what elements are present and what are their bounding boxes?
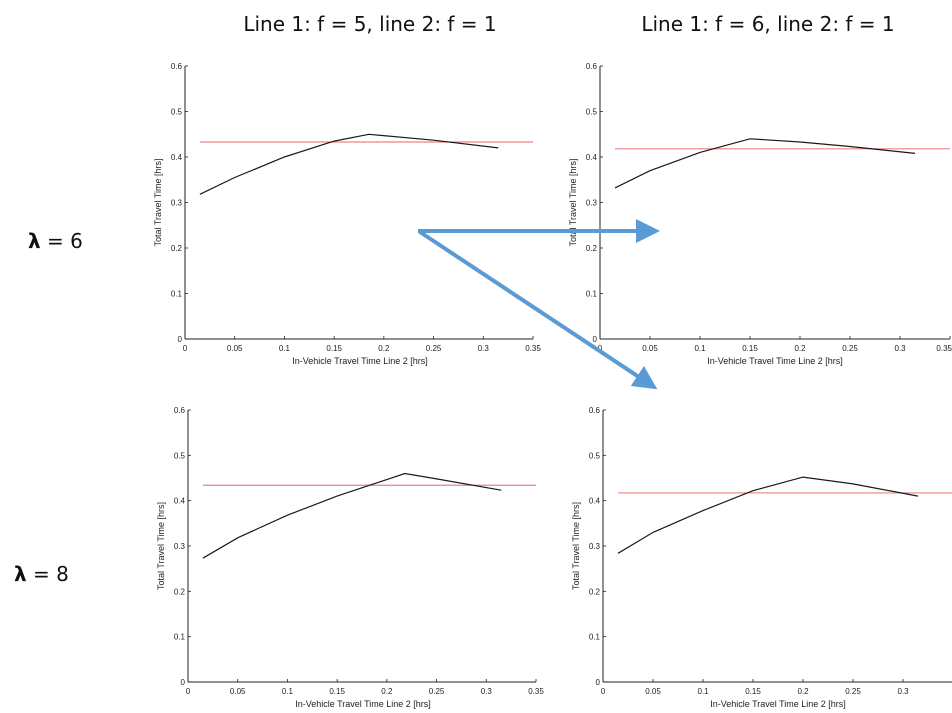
x-tick-label: 0 [183,344,188,353]
chart-panel-1: 0 0.1 0.2 0.3 0.4 0.5 0.6 0 0.05 0.1 0.15 0.2 0.25 0.… [153,62,541,366]
y-tick-label: 0.4 [171,153,183,162]
x-tick-label: 0.1 [282,687,294,696]
chart-panel-3: 0 0.1 0.2 0.3 0.4 0.5 0.6 0 0.05 0.1 0.15 0.2 0.25 0.… [156,406,544,709]
y-tick-label: 0.2 [589,587,601,596]
travel-time-curve [202,472,502,559]
x-tick-label: 0.1 [697,687,709,696]
y-tick-label: 0.3 [174,542,186,551]
lambda-value: = 6 [40,229,83,253]
x-tick-label: 0.35 [525,344,541,353]
y-tick-label: 0.1 [174,633,186,642]
lambda-symbol: λ [28,229,41,253]
x-tick-label: 0.3 [481,687,493,696]
x-tick-label: 0.2 [794,344,806,353]
x-axis-label: In-Vehicle Travel Time Line 2 [hrs] [707,356,843,366]
x-axis-label: In-Vehicle Travel Time Line 2 [hrs] [292,356,428,366]
y-tick-label: 0.5 [589,451,601,460]
travel-time-curve [199,133,499,195]
x-tick-label: 0.35 [936,344,952,353]
column-title-right: Line 1: f = 6, line 2: f = 1 [641,12,895,36]
row-label-lambda-6: λ = 6 [28,229,83,253]
y-tick-label: 0.1 [586,290,598,299]
x-tick-label: 0.15 [745,687,761,696]
y-tick-label: 0.6 [586,62,598,71]
x-tick-label: 0.15 [742,344,758,353]
y-tick-label: 0 [181,678,186,687]
x-tick-label: 0.05 [645,687,661,696]
chart-panel-4: 0 0.1 0.2 0.3 0.4 0.5 0.6 0 0.05 0.1 0.15 0.2 0.25 0.… [571,406,952,709]
x-tick-label: 0.3 [478,344,490,353]
x-tick-label: 0.2 [378,344,390,353]
y-axis-label: Total Travel Time [hrs] [571,502,581,590]
x-axis-label: In-Vehicle Travel Time Line 2 [hrs] [295,699,431,709]
x-tick-label: 0.2 [381,687,393,696]
y-axis-label: Total Travel Time [hrs] [153,158,163,246]
y-tick-label: 0.3 [586,199,598,208]
x-tick-label: 0.2 [797,687,809,696]
y-tick-label: 0.2 [171,244,183,253]
y-tick-label: 0.5 [171,108,183,117]
y-tick-label: 0.6 [589,406,601,415]
x-tick-label: 0.05 [227,344,243,353]
y-tick-label: 0.2 [586,244,598,253]
y-tick-label: 0.6 [174,406,186,415]
y-tick-label: 0.6 [171,62,183,71]
x-tick-label: 0.3 [897,687,909,696]
arrow-diagonal [418,230,658,390]
y-tick-label: 0 [593,335,598,344]
x-tick-label: 0 [601,687,606,696]
y-tick-label: 0.4 [174,497,186,506]
y-tick-label: 0.4 [586,153,598,162]
x-tick-label: 0.05 [642,344,658,353]
chart-panel-2: 0 0.1 0.2 0.3 0.4 0.5 0.6 0 0.05 0.1 0.15 0.2 0.25 0.… [568,62,952,366]
x-tick-label: 0.25 [429,687,445,696]
x-tick-label: 0.35 [528,687,544,696]
column-title-left: Line 1: f = 5, line 2: f = 1 [243,12,497,36]
x-tick-label: 0.05 [230,687,246,696]
y-tick-label: 0 [178,335,183,344]
y-tick-label: 0.5 [586,108,598,117]
x-tick-label: 0.15 [326,344,342,353]
travel-time-curve [614,138,916,189]
x-tick-label: 0.15 [329,687,345,696]
y-tick-label: 0.3 [171,199,183,208]
x-tick-label: 0.3 [894,344,906,353]
x-tick-label: 0.1 [279,344,291,353]
row-label-lambda-8: λ = 8 [14,562,69,586]
y-axis-label: Total Travel Time [hrs] [156,502,166,590]
y-tick-label: 0.1 [171,290,183,299]
lambda-value: = 8 [26,562,69,586]
y-tick-label: 0.1 [589,633,601,642]
y-axis-label: Total Travel Time [hrs] [568,158,578,246]
x-axis-label: In-Vehicle Travel Time Line 2 [hrs] [710,699,846,709]
x-tick-label: 0.25 [842,344,858,353]
x-tick-label: 0.25 [845,687,861,696]
y-tick-label: 0 [596,678,601,687]
travel-time-curve [617,476,919,554]
x-tick-label: 0.25 [426,344,442,353]
x-tick-label: 0.1 [694,344,706,353]
y-tick-label: 0.4 [589,497,601,506]
lambda-symbol: λ [14,562,27,586]
x-tick-label: 0 [186,687,191,696]
y-tick-label: 0.5 [174,451,186,460]
y-tick-label: 0.2 [174,587,186,596]
y-tick-label: 0.3 [589,542,601,551]
x-tick-label: 0 [598,344,603,353]
